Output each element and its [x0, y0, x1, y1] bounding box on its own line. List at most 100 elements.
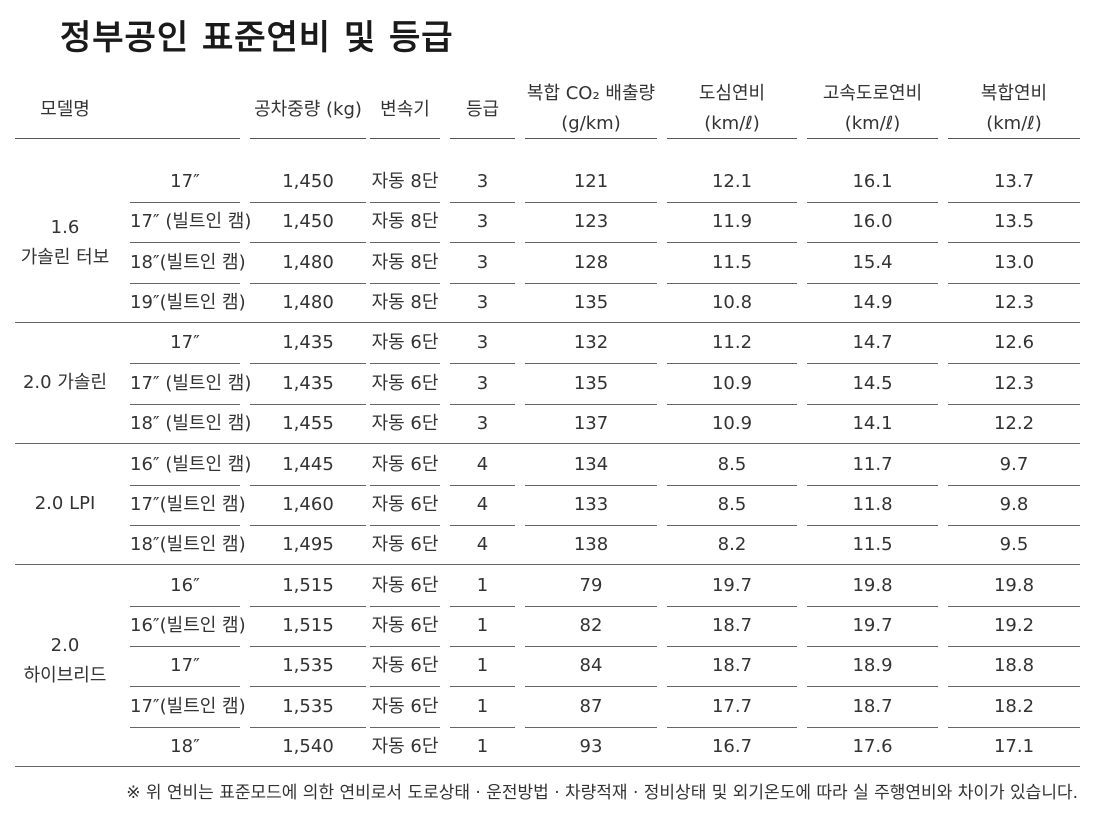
row-divider — [370, 645, 440, 647]
cell-weight: 1,460 — [282, 493, 334, 515]
cell-city: 11.9 — [711, 211, 753, 233]
cell-trans: 자동 6단 — [371, 493, 439, 515]
cell-highway: 11.7 — [852, 453, 893, 475]
header-underline-model — [15, 138, 240, 139]
header-underline-highway — [807, 138, 938, 139]
header-transmission: 변속기 — [380, 99, 430, 120]
cell-weight: 1,435 — [282, 332, 334, 354]
group-label: 2.0 가솔린 — [15, 368, 115, 398]
row-divider — [948, 726, 1080, 728]
row-divider — [250, 686, 366, 688]
cell-highway: 19.8 — [852, 574, 893, 596]
cell-city: 10.8 — [711, 291, 753, 313]
footnote: ※ 위 연비는 표준모드에 의한 연비로서 도로상태 · 운전방법 · 차량적재… — [126, 783, 1078, 803]
cell-weight: 1,535 — [282, 695, 334, 717]
cell-highway: 16.1 — [852, 171, 893, 192]
row-divider — [450, 484, 515, 486]
cell-combined: 12.2 — [993, 413, 1035, 434]
cell-combined: 19.2 — [993, 614, 1035, 636]
row-divider — [948, 484, 1080, 486]
cell-trans: 자동 8단 — [371, 251, 439, 273]
row-divider — [250, 363, 366, 365]
cell-city: 8.2 — [717, 534, 747, 556]
row-divider — [807, 726, 938, 728]
group-separator — [15, 564, 1080, 565]
row-divider — [450, 282, 515, 284]
row-divider — [525, 686, 657, 688]
row-divider — [948, 202, 1080, 203]
cell-trans: 자동 8단 — [371, 211, 439, 233]
cell-wheel: 17″(빌트인 캠) — [130, 695, 246, 717]
cell-grade: 1 — [476, 655, 489, 677]
cell-wheel: 19″(빌트인 캠) — [130, 291, 246, 313]
row-divider — [370, 524, 440, 526]
cell-co2: 123 — [573, 211, 609, 233]
row-divider — [370, 726, 440, 728]
cell-co2: 82 — [579, 614, 603, 636]
row-divider — [807, 363, 938, 365]
row-divider — [667, 403, 797, 405]
cell-wheel: 18″(빌트인 캠) — [130, 534, 246, 556]
cell-wheel: 16″(빌트인 캠) — [130, 614, 246, 636]
cell-city: 12.1 — [711, 171, 753, 192]
cell-combined: 18.2 — [993, 695, 1035, 717]
cell-grade: 4 — [476, 534, 489, 556]
cell-co2: 135 — [573, 291, 609, 313]
cell-city: 18.7 — [711, 614, 753, 636]
row-divider — [450, 686, 515, 688]
cell-city: 10.9 — [711, 413, 753, 434]
row-divider — [525, 282, 657, 284]
cell-highway: 19.7 — [852, 614, 893, 636]
row-divider — [450, 242, 515, 244]
header-underline-weight — [250, 138, 366, 139]
cell-wheel: 18″(빌트인 캠) — [130, 251, 246, 273]
row-divider — [130, 645, 240, 647]
cell-co2: 87 — [579, 695, 603, 717]
cell-weight: 1,435 — [282, 372, 334, 394]
cell-grade: 4 — [476, 493, 489, 515]
cell-co2: 133 — [573, 493, 609, 515]
row-divider — [667, 726, 797, 728]
row-divider — [667, 645, 797, 647]
row-divider — [948, 686, 1080, 688]
cell-city: 18.7 — [711, 655, 753, 677]
cell-highway: 15.4 — [852, 251, 893, 273]
cell-wheel: 16″ — [170, 574, 200, 596]
header-underline-co2 — [525, 138, 657, 139]
cell-highway: 11.8 — [852, 493, 893, 515]
row-divider — [450, 403, 515, 405]
cell-combined: 12.3 — [993, 372, 1035, 394]
cell-combined: 9.7 — [999, 453, 1029, 475]
row-divider — [667, 202, 797, 203]
cell-grade: 1 — [476, 614, 489, 636]
cell-weight: 1,450 — [282, 211, 334, 233]
cell-combined: 12.3 — [993, 291, 1035, 313]
cell-weight: 1,535 — [282, 655, 334, 677]
row-divider — [250, 202, 366, 203]
cell-highway: 17.6 — [852, 735, 893, 757]
cell-highway: 14.1 — [852, 413, 893, 434]
header-underline-city — [667, 138, 797, 139]
cell-co2: 84 — [579, 655, 603, 677]
group-label-line2: 하이브리드 — [23, 665, 107, 686]
cell-city: 17.7 — [711, 695, 753, 717]
cell-city: 16.7 — [711, 735, 753, 757]
row-divider — [667, 282, 797, 284]
row-divider — [525, 605, 657, 607]
row-divider — [948, 282, 1080, 284]
cell-trans: 자동 8단 — [371, 291, 439, 313]
row-divider — [250, 524, 366, 526]
cell-combined: 9.8 — [999, 493, 1029, 515]
table-bottom-line — [15, 766, 1080, 767]
row-divider — [450, 524, 515, 526]
cell-trans: 자동 6단 — [371, 413, 439, 434]
row-divider — [667, 242, 797, 244]
row-divider — [807, 403, 938, 405]
cell-weight: 1,540 — [282, 735, 334, 757]
row-divider — [807, 686, 938, 688]
cell-grade: 3 — [476, 372, 489, 394]
cell-trans: 자동 6단 — [371, 534, 439, 556]
cell-trans: 자동 8단 — [371, 171, 439, 192]
cell-co2: 121 — [573, 171, 609, 192]
cell-weight: 1,450 — [282, 171, 334, 192]
